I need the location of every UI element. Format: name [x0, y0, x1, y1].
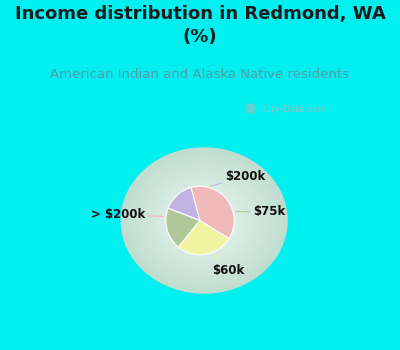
Circle shape — [246, 104, 255, 113]
Bar — [152, 169, 256, 272]
Ellipse shape — [196, 213, 212, 228]
Ellipse shape — [143, 167, 265, 274]
Text: Income distribution in Redmond, WA
(%): Income distribution in Redmond, WA (%) — [15, 5, 385, 46]
Wedge shape — [191, 186, 234, 238]
Ellipse shape — [142, 166, 266, 275]
Ellipse shape — [127, 153, 282, 288]
Ellipse shape — [149, 172, 259, 269]
Ellipse shape — [139, 164, 269, 277]
Ellipse shape — [182, 201, 226, 240]
Ellipse shape — [121, 148, 287, 293]
Ellipse shape — [201, 218, 207, 223]
Ellipse shape — [148, 171, 261, 270]
Ellipse shape — [194, 212, 214, 229]
Ellipse shape — [176, 196, 232, 245]
Ellipse shape — [156, 178, 252, 263]
Ellipse shape — [135, 160, 273, 281]
Ellipse shape — [199, 216, 210, 225]
Ellipse shape — [172, 193, 236, 248]
Ellipse shape — [188, 206, 221, 235]
Ellipse shape — [170, 190, 239, 251]
Ellipse shape — [150, 173, 258, 268]
Ellipse shape — [158, 181, 250, 260]
Ellipse shape — [193, 211, 215, 230]
Ellipse shape — [157, 180, 251, 261]
Ellipse shape — [168, 189, 240, 252]
Ellipse shape — [178, 197, 230, 244]
Ellipse shape — [152, 175, 257, 266]
Text: $60k: $60k — [212, 254, 244, 276]
Ellipse shape — [203, 219, 206, 222]
Ellipse shape — [181, 200, 228, 241]
Ellipse shape — [146, 170, 262, 271]
Wedge shape — [168, 188, 200, 220]
Ellipse shape — [166, 187, 243, 254]
Ellipse shape — [131, 156, 277, 285]
Ellipse shape — [185, 204, 224, 237]
Ellipse shape — [138, 162, 270, 279]
Ellipse shape — [192, 210, 216, 231]
Ellipse shape — [184, 202, 225, 239]
Ellipse shape — [134, 159, 274, 282]
Text: American Indian and Alaska Native residents: American Indian and Alaska Native reside… — [50, 68, 350, 81]
Wedge shape — [178, 220, 229, 255]
Ellipse shape — [132, 158, 276, 284]
Ellipse shape — [167, 188, 242, 253]
Ellipse shape — [200, 217, 208, 224]
Ellipse shape — [153, 176, 255, 265]
Ellipse shape — [175, 195, 233, 246]
Ellipse shape — [171, 191, 237, 250]
Ellipse shape — [124, 150, 284, 290]
Ellipse shape — [164, 186, 244, 256]
Ellipse shape — [197, 215, 211, 226]
Ellipse shape — [163, 184, 246, 257]
Ellipse shape — [174, 194, 234, 247]
Ellipse shape — [186, 205, 222, 236]
Text: $75k: $75k — [236, 205, 285, 218]
Ellipse shape — [190, 208, 218, 233]
Ellipse shape — [160, 182, 248, 259]
Text: > $200k: > $200k — [91, 208, 163, 221]
Ellipse shape — [161, 183, 247, 258]
Ellipse shape — [136, 161, 272, 280]
Ellipse shape — [126, 152, 283, 289]
Ellipse shape — [179, 199, 229, 242]
Ellipse shape — [141, 165, 268, 276]
Ellipse shape — [130, 155, 279, 286]
Ellipse shape — [154, 177, 254, 264]
Ellipse shape — [128, 154, 280, 287]
Wedge shape — [166, 208, 200, 247]
Ellipse shape — [189, 207, 219, 234]
Text: City-Data.com: City-Data.com — [262, 105, 327, 114]
Ellipse shape — [145, 169, 264, 272]
Text: $200k: $200k — [210, 170, 265, 186]
Ellipse shape — [123, 149, 286, 292]
